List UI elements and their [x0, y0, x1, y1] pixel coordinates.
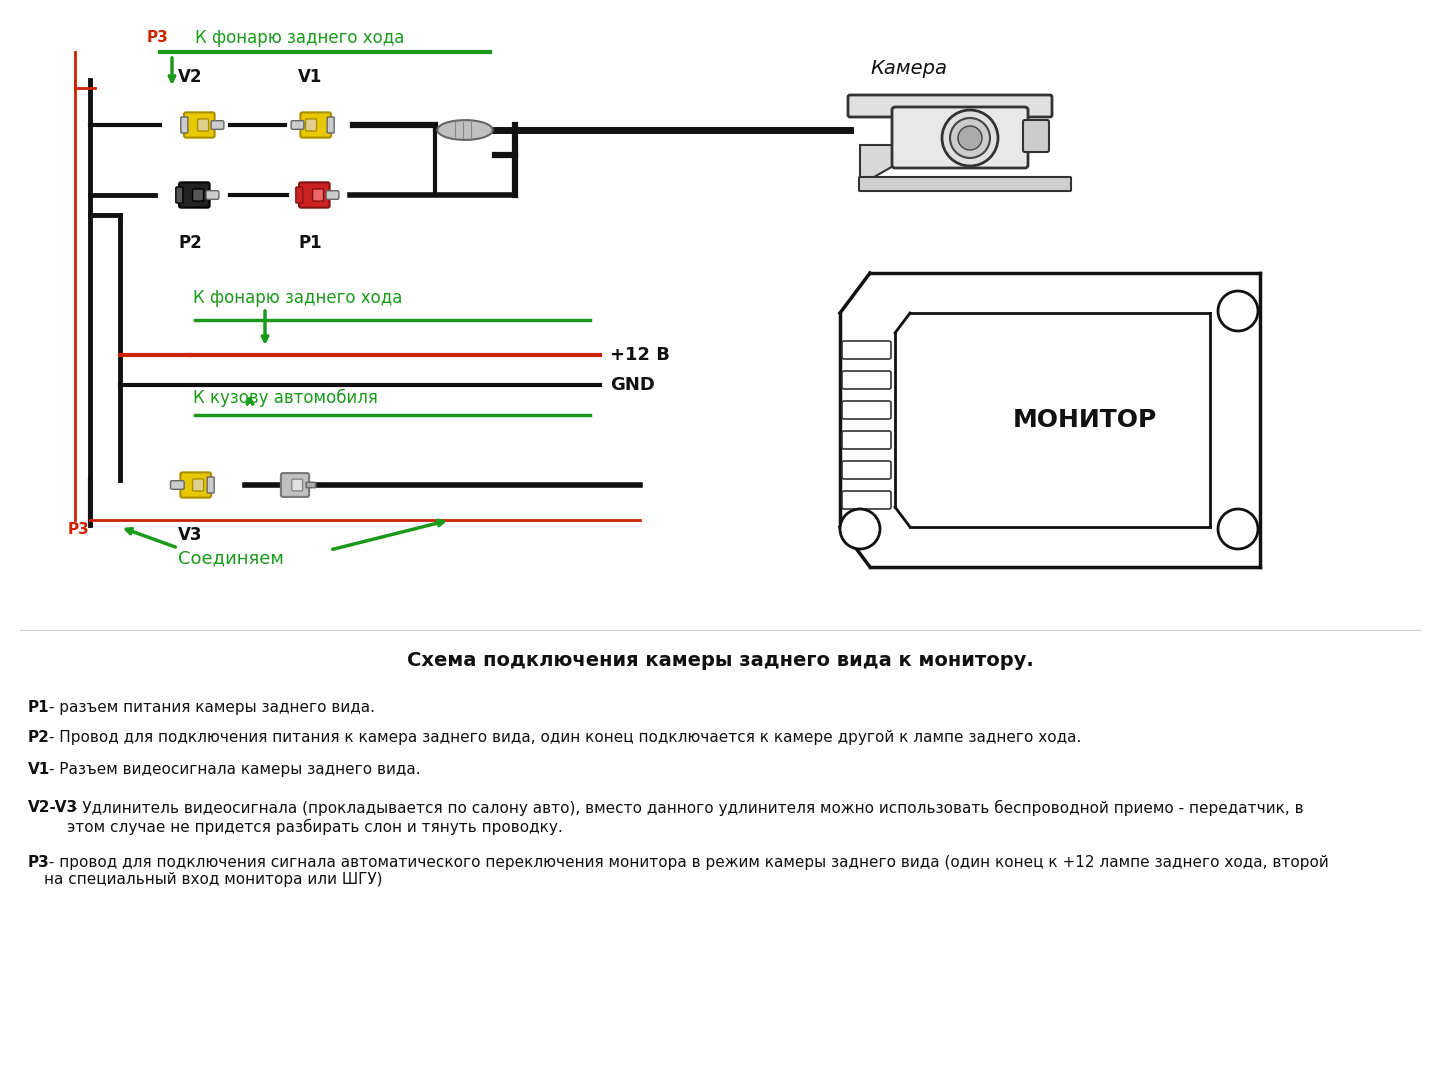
Text: К фонарю заднего хода: К фонарю заднего хода	[193, 289, 402, 307]
Text: GND: GND	[611, 376, 655, 394]
FancyBboxPatch shape	[206, 191, 219, 199]
Text: Камера: Камера	[870, 59, 948, 77]
FancyBboxPatch shape	[193, 189, 203, 202]
FancyBboxPatch shape	[842, 431, 891, 449]
FancyBboxPatch shape	[842, 371, 891, 389]
Text: - Провод для подключения питания к камера заднего вида, один конец подключается : - Провод для подключения питания к камер…	[43, 730, 1081, 745]
FancyBboxPatch shape	[207, 477, 215, 493]
Text: - разъем питания камеры заднего вида.: - разъем питания камеры заднего вида.	[43, 700, 374, 715]
Text: V1: V1	[298, 68, 323, 86]
FancyBboxPatch shape	[842, 401, 891, 419]
Text: P3: P3	[27, 855, 50, 870]
Text: V2: V2	[177, 68, 202, 86]
FancyBboxPatch shape	[848, 95, 1053, 117]
Circle shape	[950, 118, 991, 158]
Text: - Удлинитель видеосигнала (прокладывается по салону авто), вместо данного удлини: - Удлинитель видеосигнала (прокладываетс…	[68, 800, 1303, 835]
FancyBboxPatch shape	[291, 121, 304, 130]
FancyBboxPatch shape	[842, 491, 891, 509]
FancyBboxPatch shape	[292, 479, 302, 491]
Text: V3: V3	[177, 526, 202, 544]
FancyBboxPatch shape	[325, 191, 338, 199]
Text: - провод для подключения сигнала автоматического переключения монитора в режим к: - провод для подключения сигнала автомат…	[43, 855, 1328, 888]
Circle shape	[942, 110, 998, 166]
FancyBboxPatch shape	[170, 480, 184, 489]
FancyBboxPatch shape	[281, 473, 310, 497]
Text: Схема подключения камеры заднего вида к монитору.: Схема подключения камеры заднего вида к …	[406, 651, 1034, 670]
FancyBboxPatch shape	[327, 117, 334, 133]
Circle shape	[840, 509, 880, 549]
Text: P3: P3	[68, 522, 89, 537]
FancyBboxPatch shape	[300, 182, 330, 208]
FancyBboxPatch shape	[910, 312, 1210, 527]
Text: P1: P1	[27, 700, 49, 715]
FancyBboxPatch shape	[176, 187, 183, 203]
FancyBboxPatch shape	[307, 482, 315, 488]
Text: МОНИТОР: МОНИТОР	[1012, 408, 1158, 432]
Text: P2: P2	[27, 730, 50, 745]
FancyBboxPatch shape	[193, 479, 203, 491]
Text: P2: P2	[179, 234, 202, 252]
Text: V1: V1	[27, 762, 50, 777]
FancyBboxPatch shape	[179, 182, 210, 208]
Circle shape	[1218, 509, 1259, 549]
FancyBboxPatch shape	[305, 119, 317, 131]
Ellipse shape	[438, 120, 492, 140]
FancyBboxPatch shape	[184, 113, 215, 137]
Circle shape	[958, 126, 982, 150]
Text: P1: P1	[298, 234, 321, 252]
Text: P3: P3	[147, 30, 168, 45]
FancyBboxPatch shape	[842, 341, 891, 359]
FancyBboxPatch shape	[181, 117, 187, 133]
Text: К фонарю заднего хода: К фонарю заднего хода	[194, 29, 405, 47]
FancyBboxPatch shape	[197, 119, 209, 131]
Text: Соединяем: Соединяем	[179, 549, 284, 567]
FancyBboxPatch shape	[842, 461, 891, 479]
FancyBboxPatch shape	[860, 177, 1071, 191]
FancyBboxPatch shape	[312, 189, 324, 202]
Text: К кузову автомобиля: К кузову автомобиля	[193, 389, 377, 407]
FancyBboxPatch shape	[212, 121, 223, 130]
Text: - Разъем видеосигнала камеры заднего вида.: - Разъем видеосигнала камеры заднего вид…	[43, 762, 420, 777]
FancyBboxPatch shape	[301, 113, 331, 137]
FancyBboxPatch shape	[891, 107, 1028, 168]
Text: +12 В: +12 В	[611, 346, 670, 364]
Polygon shape	[860, 145, 896, 185]
Text: V2-V3: V2-V3	[27, 800, 78, 815]
Circle shape	[1218, 291, 1259, 331]
FancyBboxPatch shape	[1022, 120, 1048, 152]
FancyBboxPatch shape	[295, 187, 302, 203]
FancyBboxPatch shape	[180, 473, 212, 497]
